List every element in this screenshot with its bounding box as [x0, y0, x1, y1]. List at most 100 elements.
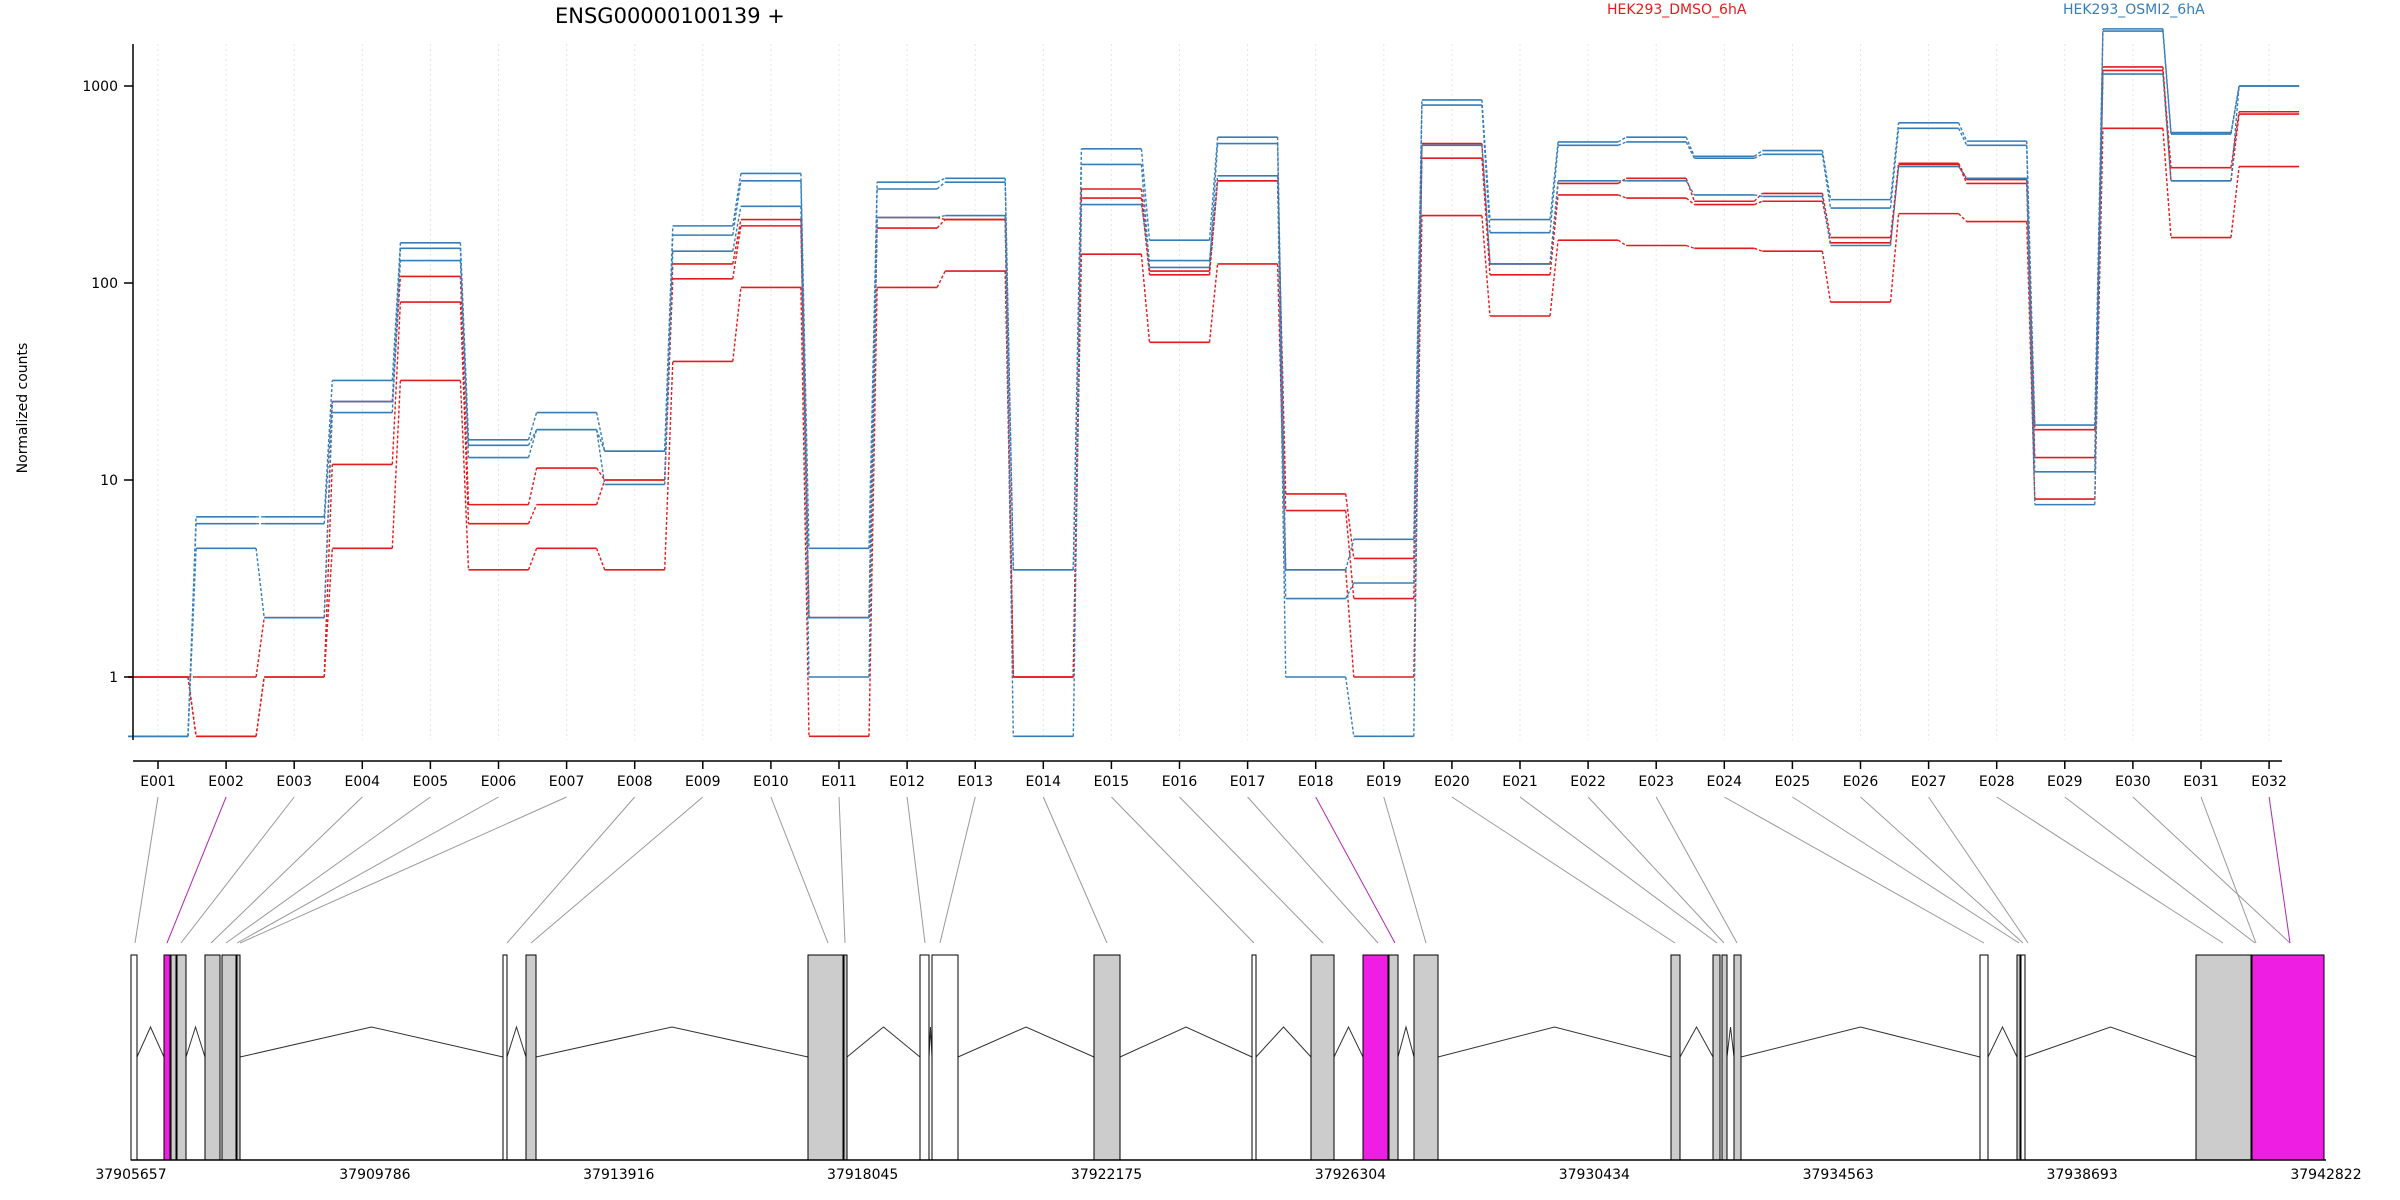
series-connector [1617, 141, 1627, 146]
series-connector [1889, 122, 1900, 200]
exon-connector [906, 796, 926, 944]
series-connector [527, 504, 538, 524]
exon-connectors [134, 796, 2291, 944]
series-connector [1072, 164, 1083, 570]
exon-label: E021 [1502, 774, 1538, 790]
exon-connector [2200, 796, 2257, 944]
series-connector [187, 548, 197, 737]
series-connector [2230, 166, 2240, 238]
exon-label: E020 [1434, 774, 1470, 790]
exon-label: E032 [2251, 774, 2287, 790]
series-connector [1685, 197, 1695, 206]
highlighted-exon [1362, 954, 1389, 1161]
series-connector [1413, 99, 1423, 540]
series-connector [1821, 196, 1832, 246]
series-connector [323, 412, 333, 618]
series-connector [1208, 175, 1219, 261]
exon-label: E025 [1775, 774, 1811, 790]
series-connector [595, 412, 606, 452]
y-tick-label: 100 [91, 276, 118, 292]
exon-box [919, 954, 930, 1161]
series-connector [732, 180, 742, 236]
exon-box [1670, 954, 1681, 1161]
series-connector [1345, 493, 1355, 559]
series-connector [595, 548, 606, 571]
series-connector [1549, 180, 1559, 264]
series-connector [1957, 122, 1968, 142]
exon-connector [2064, 796, 2256, 944]
series-connector [2162, 31, 2172, 135]
series-connector [255, 548, 265, 618]
series-connector [2230, 85, 2240, 181]
series-connector [323, 548, 333, 678]
y-tick-label: 1 [109, 670, 118, 686]
series-connector [1208, 263, 1219, 343]
gene-model [130, 954, 2326, 1161]
series-connector [255, 617, 265, 678]
series-connector [936, 214, 946, 219]
intron-line [535, 1026, 809, 1058]
exon-box [1712, 954, 1721, 1161]
highlighted-exon [2251, 954, 2325, 1161]
series-connector [2026, 221, 2036, 500]
exon-box [130, 954, 138, 1161]
coordinate-label: 37913916 [583, 1167, 654, 1183]
exon-label: E008 [617, 774, 653, 790]
series-connector [1345, 676, 1355, 737]
series-connector [664, 251, 674, 485]
series-connector [1140, 254, 1151, 343]
exon-box [1310, 954, 1335, 1161]
exon-connector [1724, 796, 1985, 944]
exon-connector [838, 796, 846, 944]
intron-line [1397, 1025, 1415, 1058]
exon-connector [1996, 796, 2224, 944]
exon-label: E023 [1638, 774, 1674, 790]
exon-label: E011 [821, 774, 857, 790]
series-connector [1549, 141, 1559, 220]
intron-line [136, 1025, 165, 1058]
exon-box [502, 954, 508, 1161]
series-connector [1958, 166, 1968, 179]
exon-connector [530, 796, 704, 944]
legend-entry-dmso: HEK293_DMSO_6hA [1607, 2, 1747, 18]
series-connector [1208, 143, 1219, 268]
exon-connector [1792, 796, 2020, 944]
intron-line [2024, 1026, 2197, 1058]
exon-connector [506, 796, 636, 944]
series-connector [527, 429, 538, 446]
exon-connector [166, 796, 227, 944]
series-connector [732, 219, 742, 265]
exon-connector [1928, 796, 2029, 944]
exon-label: E001 [140, 774, 176, 790]
exon-connector [1383, 796, 1427, 944]
series-connector [1208, 180, 1219, 275]
series-connector [1685, 136, 1695, 157]
coordinate-label: 37922175 [1071, 1167, 1142, 1183]
exon-label: E026 [1843, 774, 1879, 790]
exon-connector [236, 796, 499, 944]
exon-box [236, 954, 241, 1161]
exon-label: E010 [753, 774, 789, 790]
series-connector [1889, 166, 1900, 246]
exon-label: E024 [1707, 774, 1743, 790]
exon-box [1093, 954, 1121, 1161]
series-connector [1140, 204, 1151, 261]
coordinate-label: 37938693 [2046, 1167, 2117, 1183]
series-connector [323, 401, 333, 524]
exon-label: E007 [549, 774, 585, 790]
series-connector [1345, 539, 1355, 570]
legend-entry-osmi: HEK293_OSMI2_6hA [2063, 2, 2205, 18]
series-connector [459, 276, 470, 505]
series-connector [595, 479, 606, 505]
series-connector [1617, 177, 1627, 185]
intron-line [846, 1026, 921, 1058]
intron-line [1726, 1026, 1735, 1058]
series-connector [1754, 200, 1763, 206]
series-connector [1617, 136, 1627, 143]
intron-line [185, 1025, 206, 1058]
coordinate-label: 37918045 [827, 1167, 898, 1183]
exon-connector [239, 796, 567, 944]
series-connector [936, 270, 946, 288]
x-ticks: E001 E002 E003 E004 E005 E006 E007 E008 E009 E010… [140, 761, 2287, 790]
